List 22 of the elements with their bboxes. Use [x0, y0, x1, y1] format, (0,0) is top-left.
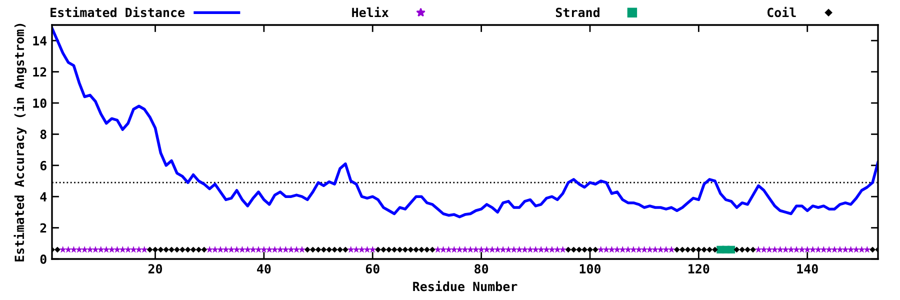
x-tick-label: 140 [797, 264, 818, 274]
x-tick-label: 40 [257, 264, 271, 274]
y-tick-label: 14 [33, 36, 47, 46]
y-tick-label: 6 [40, 160, 46, 170]
x-tick-label: 80 [474, 264, 488, 274]
x-tick-label: 20 [148, 264, 162, 274]
legend-label: Strand [556, 8, 600, 18]
y-tick-label: 2 [40, 223, 46, 233]
legend-label: Coil [767, 6, 796, 18]
x-axis-title: Residue Number [413, 280, 518, 292]
y-tick-label: 12 [33, 67, 46, 77]
x-tick-label: 100 [580, 264, 601, 274]
legend-label: Helix [352, 6, 389, 18]
y-tick-label: 0 [40, 254, 46, 264]
y-tick-label: 4 [40, 192, 47, 202]
y-tick-label: 8 [40, 130, 46, 140]
y-axis-title: Estimated Accuracy (in Angstrom) [14, 24, 27, 262]
legend-label: Estimated Distance [50, 6, 185, 18]
x-tick-label: 60 [366, 264, 380, 274]
x-tick-label: 120 [688, 264, 710, 274]
line-series [52, 26, 878, 218]
y-tick-label: 10 [33, 98, 46, 108]
